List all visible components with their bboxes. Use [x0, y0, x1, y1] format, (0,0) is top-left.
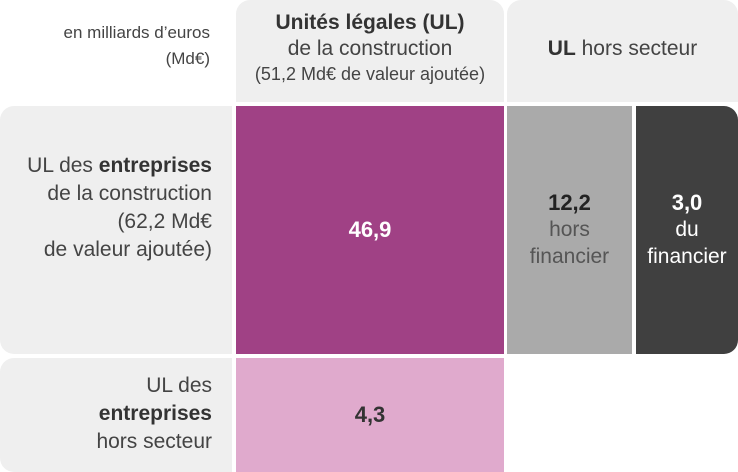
cell-value: 46,9 [348, 217, 392, 242]
row-header-prefix: UL des [27, 154, 99, 177]
row-header-entreprises-construction: UL des entreprises de la construction (6… [0, 106, 232, 354]
cell-construction-financier: 3,0 du financier [636, 106, 738, 354]
cell-value: 12,2 [548, 190, 591, 215]
column-header-hs-text: hors secteur [575, 37, 698, 60]
row-header-entreprises-hors-secteur: UL des entreprises hors secteur [0, 358, 232, 472]
units-label-line1: en milliards d’euros [63, 23, 210, 42]
column-header-title: Unités légales (UL) [275, 11, 465, 34]
cell-construction-construction: 46,9 [236, 106, 504, 354]
cell-value: 3,0 [671, 190, 703, 215]
column-header-subtitle: de la construction [287, 37, 453, 60]
cell-label-line2: financier [647, 245, 727, 268]
units-label: en milliards d’euros (Md€) [0, 0, 232, 102]
row-header-hs-bold: entreprises [98, 402, 212, 425]
cell-label-line2: financier [529, 245, 610, 268]
column-header-hs-bold: UL [547, 37, 576, 60]
cell-value: 4,3 [354, 402, 386, 427]
row-header-line2: de la construction [47, 182, 212, 205]
cell-hors-secteur-construction: 4,3 [236, 358, 504, 472]
row-header-bold: entreprises [98, 154, 212, 177]
cell-label-line1: hors [549, 218, 590, 241]
units-label-line2: (Md€) [165, 49, 210, 68]
row-header-line3: (62,2 Md€ [117, 210, 212, 233]
cell-label-line1: du [675, 218, 699, 241]
row-header-hs-line1: UL des [146, 374, 212, 397]
column-header-value-added: (51,2 Md€ de valeur ajoutée) [254, 64, 486, 84]
row-header-line4: de valeur ajoutée) [43, 238, 212, 261]
row-header-hs-line3: hors secteur [96, 430, 212, 453]
column-header-ul-construction: Unités légales (UL) de la construction (… [236, 0, 504, 102]
column-header-ul-hors-secteur: UL hors secteur [507, 0, 738, 102]
cell-construction-hors-financier: 12,2 hors financier [507, 106, 632, 354]
